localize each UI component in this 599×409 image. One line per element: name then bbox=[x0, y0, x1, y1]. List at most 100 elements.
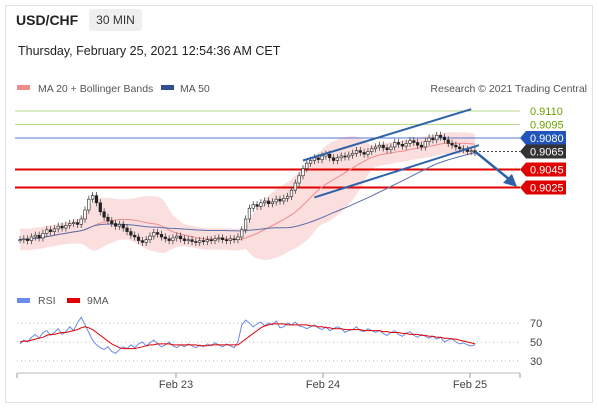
candle-body bbox=[362, 152, 366, 155]
candle-body bbox=[121, 224, 125, 229]
candle-body bbox=[171, 237, 175, 241]
candle-body bbox=[328, 153, 332, 159]
rsi-legend-swatch bbox=[17, 298, 30, 303]
chart-frame bbox=[5, 5, 593, 403]
candle-body bbox=[26, 238, 30, 241]
candle-body bbox=[389, 146, 393, 151]
candle-body bbox=[274, 198, 278, 203]
candle-body bbox=[33, 234, 37, 238]
chart-header: USD/CHF 30 MIN bbox=[5, 5, 593, 37]
level-label-0.9065: 0.9065 bbox=[530, 147, 564, 159]
candle-body bbox=[419, 144, 424, 148]
candle-body bbox=[52, 228, 57, 232]
level-label-0.9045: 0.9045 bbox=[530, 165, 564, 177]
rsi-legend-label: RSI bbox=[38, 295, 56, 307]
candle-body bbox=[354, 150, 359, 154]
candle-body bbox=[427, 137, 431, 142]
lower-channel-line bbox=[314, 144, 480, 199]
candle-body bbox=[102, 211, 106, 218]
candle-body bbox=[152, 232, 156, 237]
candle-body bbox=[385, 147, 389, 150]
level-tag-0.9080 bbox=[520, 131, 566, 145]
candle-body bbox=[454, 144, 458, 148]
x-tick-label-2: Feb 25 bbox=[453, 379, 487, 391]
candle-body bbox=[450, 143, 454, 146]
candle-body bbox=[178, 235, 183, 240]
projection-arrow-shaft bbox=[474, 150, 511, 181]
candle-body bbox=[205, 239, 209, 242]
level-label-0.9025: 0.9025 bbox=[530, 183, 564, 195]
candle-body bbox=[68, 223, 72, 226]
candle-body bbox=[247, 207, 252, 220]
candle-body bbox=[458, 146, 462, 150]
candle-body bbox=[438, 135, 443, 138]
candle-body bbox=[270, 201, 274, 204]
candle-body bbox=[217, 237, 221, 240]
candle-body bbox=[396, 142, 401, 145]
candle-body bbox=[194, 241, 198, 243]
candle-body bbox=[113, 223, 118, 227]
rsi-level-label-50: 50 bbox=[530, 337, 542, 349]
candle-body bbox=[64, 225, 68, 229]
level-tag-0.9025 bbox=[520, 180, 566, 195]
candle-body bbox=[224, 239, 229, 241]
candle-body bbox=[29, 236, 34, 241]
candle-body bbox=[190, 239, 194, 242]
bollinger-band-area bbox=[20, 132, 475, 261]
upper-channel-line bbox=[302, 108, 472, 162]
candle-body bbox=[22, 238, 26, 241]
trend-channel bbox=[302, 108, 517, 199]
candle-body bbox=[167, 238, 171, 241]
candle-body bbox=[45, 229, 49, 234]
candle-body bbox=[278, 198, 282, 202]
level-lines bbox=[15, 110, 520, 189]
candle-body bbox=[209, 239, 213, 241]
candle-body bbox=[175, 235, 179, 239]
rsi-level-label-30: 30 bbox=[530, 356, 542, 368]
candle-body bbox=[106, 216, 110, 222]
candle-body bbox=[159, 234, 164, 238]
candle-body bbox=[144, 239, 148, 243]
level-label-0.9095: 0.9095 bbox=[530, 120, 564, 132]
candle-body bbox=[373, 146, 378, 150]
candle-body bbox=[18, 239, 22, 241]
candle-body bbox=[469, 150, 473, 152]
candle-body bbox=[228, 238, 232, 241]
copyright-text: Research © 2021 Trading Central bbox=[430, 83, 587, 95]
candle-body bbox=[343, 155, 347, 158]
candle-body bbox=[266, 200, 271, 205]
candle-body bbox=[37, 234, 41, 239]
candle-body bbox=[316, 157, 320, 160]
candle-body bbox=[404, 143, 408, 147]
candle-body bbox=[83, 209, 87, 220]
candle-body bbox=[377, 144, 382, 148]
bollinger-band bbox=[20, 132, 475, 261]
candle-body bbox=[232, 238, 236, 241]
symbol-title: USD/CHF bbox=[16, 12, 79, 28]
candle-body bbox=[335, 157, 339, 161]
candle-body bbox=[251, 204, 255, 209]
ma50-legend-swatch bbox=[161, 85, 174, 90]
candle-body bbox=[87, 198, 91, 211]
level-tag-0.9045 bbox=[520, 162, 566, 177]
candle-body bbox=[282, 198, 286, 202]
candle-body bbox=[286, 196, 290, 199]
candle-body bbox=[236, 236, 240, 240]
candle-body bbox=[351, 153, 355, 156]
candle-body bbox=[213, 238, 217, 241]
candle-body bbox=[98, 202, 102, 213]
candle-body bbox=[71, 222, 76, 224]
candle-body bbox=[320, 155, 324, 160]
candle-body bbox=[110, 220, 114, 224]
candle-body bbox=[347, 154, 351, 158]
candle-body bbox=[293, 182, 297, 191]
candle-body bbox=[198, 240, 202, 243]
candle-body bbox=[301, 168, 305, 177]
timeframe-badge[interactable]: 30 MIN bbox=[89, 9, 142, 31]
candle-body bbox=[423, 141, 427, 148]
ma20-legend-swatch bbox=[17, 85, 30, 90]
x-tick-label-1: Feb 24 bbox=[306, 379, 340, 391]
candle-body bbox=[117, 224, 122, 227]
candle-body bbox=[446, 139, 450, 144]
